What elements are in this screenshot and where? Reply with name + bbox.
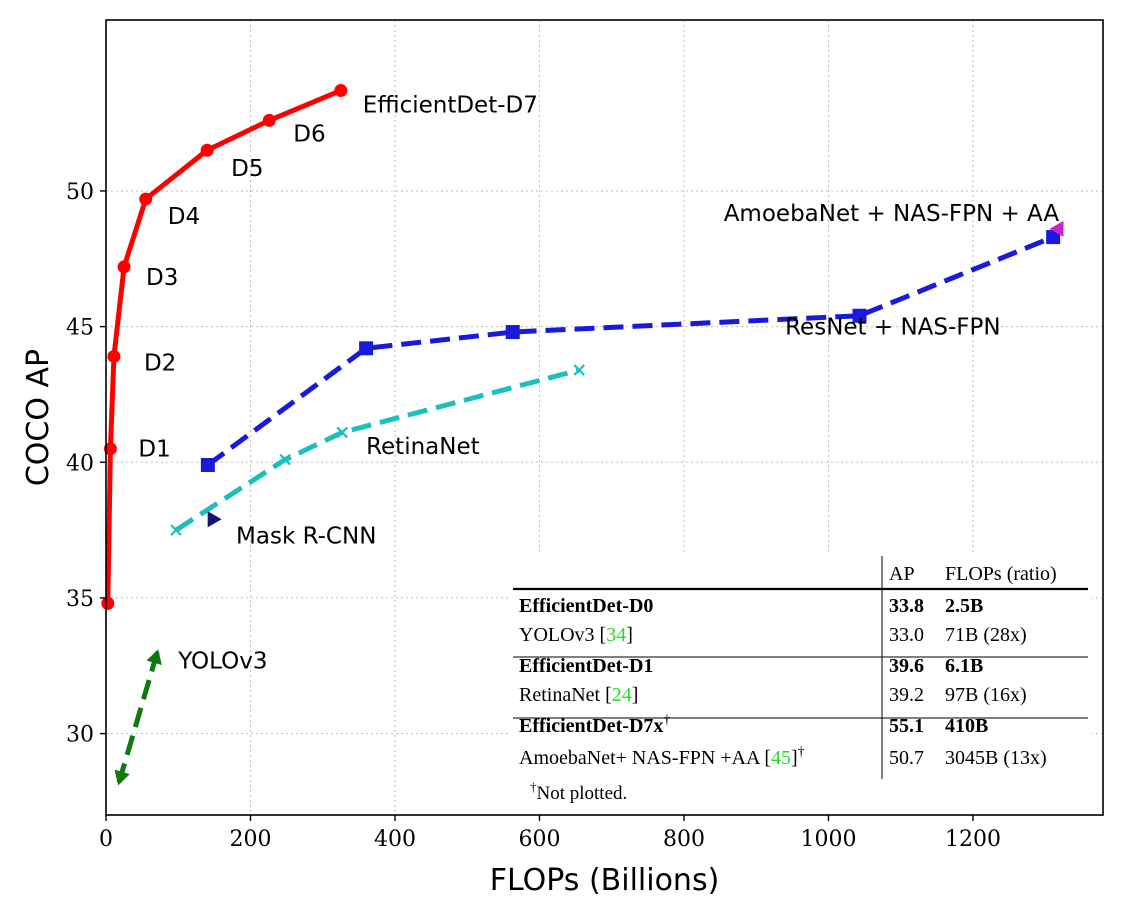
table-row-ap: 39.6 (889, 655, 924, 677)
annotation-retinanet: RetinaNet (366, 434, 480, 460)
plot-frame (105, 19, 1104, 816)
x-tick-label: 600 (518, 827, 560, 852)
y-axis-title: COCO AP (21, 349, 56, 486)
table-row-ap: 33.8 (889, 595, 924, 617)
yolov3-line (116, 651, 160, 784)
efficientdet-point-label: D4 (168, 204, 200, 230)
table-row-flops: 3045B (13x) (945, 747, 1047, 769)
retinanet-marker (573, 364, 585, 376)
x-stroke (573, 364, 585, 376)
efficientdet-marker (139, 192, 153, 206)
efficientdet-marker (334, 84, 348, 98)
annotation-yolov3: YOLOv3 (177, 648, 267, 674)
yolov3-marker (114, 769, 130, 786)
efficientdet-marker (107, 349, 121, 363)
table-row-ap: 50.7 (889, 747, 924, 769)
series-labels: D1 D2 D3 D4 D5 D6 EfficientDet-D7 ResNet + NAS-… (138, 93, 1059, 675)
table-row-model: EfficientDet-D7x† (519, 713, 670, 737)
retinanet-marker (279, 453, 291, 466)
efficientdet-point-label: D6 (293, 121, 325, 147)
retinanet-marker (170, 524, 182, 536)
y-tick-label: 45 (66, 316, 94, 341)
amoebanet-nas-fpn-aa-marker (1049, 220, 1064, 237)
table-row-ap: 55.1 (889, 715, 924, 737)
efficientdet-marker (262, 113, 276, 127)
comparison-table: AP FLOPs (ratio) EfficientDet-D0 33.8 2.5B YO… (510, 552, 1092, 814)
table-header-ap: AP (889, 563, 915, 585)
efficientdet-point-label: D2 (144, 350, 176, 376)
annotation-mask-r-cnn: Mask R-CNN (236, 524, 376, 550)
table-row-flops: 410B (945, 715, 988, 737)
x-tick-label: 1000 (800, 827, 856, 852)
efficientdet-marker (200, 143, 214, 157)
resnet-nas-fpn-marker (200, 457, 215, 472)
x-stroke (170, 524, 182, 536)
x-tick-label: 0 (99, 827, 113, 852)
resnet-nas-fpn-marker (505, 325, 520, 340)
x-tick-label: 800 (663, 827, 705, 852)
annotation-resnet-nas-fpn: ResNet + NAS-FPN (785, 315, 1001, 341)
table-row-flops: 97B (16x) (945, 684, 1027, 706)
x-stroke (279, 453, 291, 466)
mask-r-cnn-marker (207, 511, 222, 528)
efficientdet-point-label: D1 (138, 437, 170, 463)
efficientdet-point-label: D5 (231, 156, 263, 182)
y-tick-label: 35 (66, 587, 94, 612)
table-footnote: †Not plotted. (530, 779, 627, 804)
efficientdet-point-label: D3 (146, 265, 178, 291)
annotation-amoebanet-nas-fpn-aa: AmoebaNet + NAS-FPN + AA (724, 201, 1060, 227)
table-row-flops: 6.1B (945, 655, 983, 677)
efficientdet-marker (103, 442, 117, 456)
efficientdet-point-label: EfficientDet-D7 (363, 93, 538, 119)
table-row-model: YOLOv3 [34] (519, 624, 633, 646)
resnet-nas-fpn-marker (852, 308, 867, 323)
efficientdet-marker (101, 596, 115, 610)
efficientdet-marker (117, 260, 131, 274)
table-row-model: EfficientDet-D1 (519, 655, 653, 677)
x-axis-title: FLOPs (Billions) (490, 863, 720, 898)
resnet-nas-fpn-line (206, 234, 1055, 467)
x-tick-label: 200 (229, 827, 271, 852)
table-row-flops: 2.5B (945, 595, 983, 617)
table-row-model: RetinaNet [24] (519, 684, 638, 706)
table-row-ap: 33.0 (889, 624, 924, 646)
axis-ticks: 0 200 400 600 800 1000 1200 30 35 40 45 50 (66, 180, 1001, 852)
y-tick-label: 30 (66, 723, 94, 748)
series-markers (101, 84, 1064, 786)
table-header-flops: FLOPs (ratio) (945, 563, 1057, 585)
yolov3-marker (146, 649, 162, 666)
resnet-nas-fpn-marker (1046, 230, 1061, 245)
resnet-nas-fpn-marker (359, 341, 374, 356)
table-row-model: AmoebaNet+ NAS-FPN +AA [45]† (519, 745, 805, 769)
retinanet-line (174, 367, 580, 533)
series-lines (105, 88, 1055, 784)
efficientdet-line (105, 88, 342, 604)
table-background (510, 552, 1092, 814)
y-tick-label: 40 (66, 451, 94, 476)
table-row-ap: 39.2 (889, 684, 924, 706)
retinanet-marker (336, 426, 349, 439)
x-tick-label: 1200 (945, 827, 1001, 852)
table-row-model: EfficientDet-D0 (519, 595, 653, 617)
table-row-flops: 71B (28x) (945, 624, 1027, 646)
x-stroke (336, 426, 349, 439)
y-tick-label: 50 (66, 180, 94, 205)
x-tick-label: 400 (374, 827, 416, 852)
